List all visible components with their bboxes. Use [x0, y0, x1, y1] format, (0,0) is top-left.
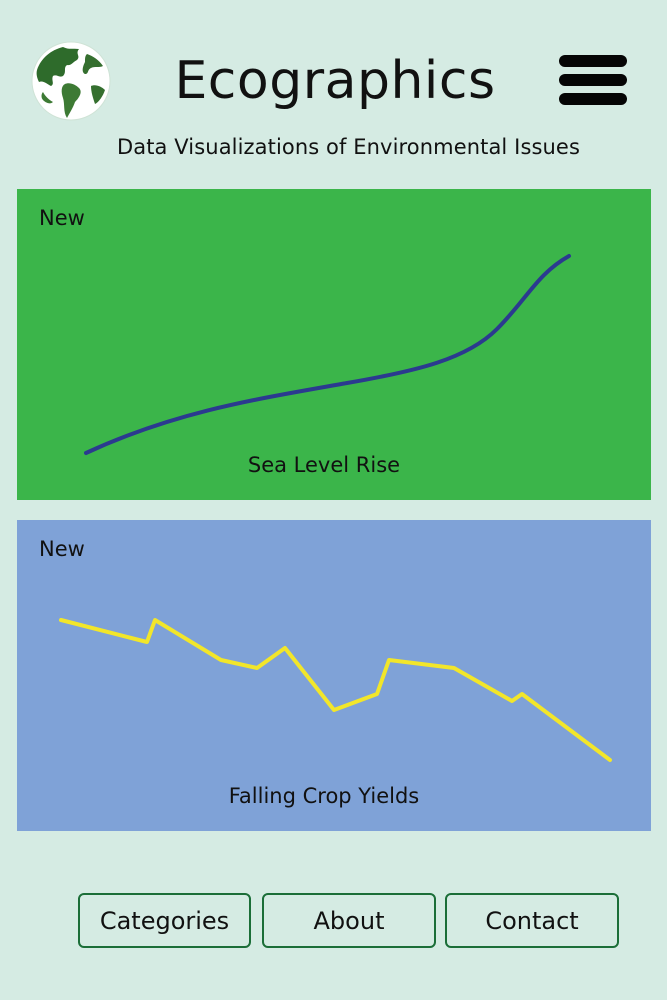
new-badge: New [39, 537, 85, 561]
contact-button[interactable]: Contact [445, 893, 619, 948]
menu-bar [559, 74, 627, 86]
categories-button[interactable]: Categories [78, 893, 251, 948]
new-badge: New [39, 206, 85, 230]
sea-level-rise-thumbnail [84, 254, 571, 455]
card-title: Sea Level Rise [247, 453, 401, 477]
menu-bar [559, 93, 627, 105]
card-sea-level-rise[interactable]: New Sea Level Rise [17, 189, 651, 500]
card-title: Falling Crop Yields [228, 784, 420, 808]
card-falling-crop-yields[interactable]: New Falling Crop Yields [17, 520, 651, 831]
falling-crop-yields-thumbnail [59, 618, 612, 762]
crop-yield-trend-line [59, 618, 612, 762]
menu-bar [559, 55, 627, 67]
about-button[interactable]: About [262, 893, 436, 948]
hamburger-menu-icon[interactable] [559, 55, 627, 105]
page-subtitle: Data Visualizations of Environmental Iss… [116, 135, 580, 159]
sea-level-trend-line [84, 254, 571, 455]
app-title: Ecographics [174, 51, 496, 111]
globe-icon [31, 41, 111, 121]
